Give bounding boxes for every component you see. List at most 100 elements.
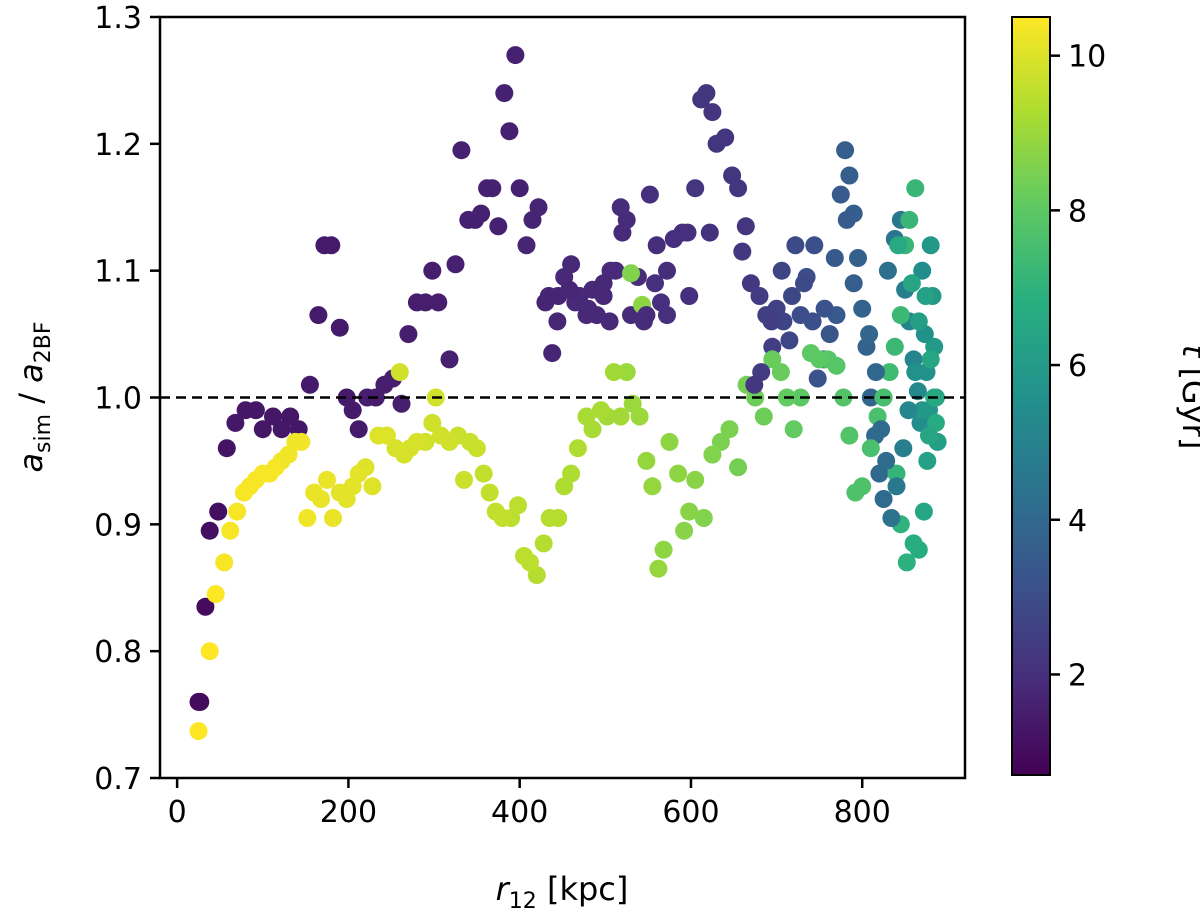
data-point <box>889 236 908 255</box>
data-point <box>880 363 899 382</box>
data-point <box>637 451 656 470</box>
data-point <box>539 287 558 305</box>
data-point <box>369 426 388 445</box>
data-point <box>887 464 906 483</box>
data-point <box>209 502 228 521</box>
data-point <box>720 420 739 439</box>
data-point <box>694 509 713 527</box>
data-point <box>200 521 219 540</box>
data-point <box>646 274 664 293</box>
data-point <box>836 141 855 160</box>
data-point <box>803 312 822 331</box>
data-point <box>423 413 442 432</box>
data-point <box>762 312 781 331</box>
data-point <box>897 553 916 572</box>
data-point <box>191 692 210 711</box>
data-point <box>515 547 533 565</box>
data-point <box>540 509 559 527</box>
data-point <box>801 344 820 363</box>
data-point <box>874 490 893 508</box>
data-point <box>506 46 525 65</box>
y-axis: 0.7 0.8 0.9 1.0 1.1 1.2 1.3 <box>94 1 160 797</box>
data-point <box>562 255 581 274</box>
data-point <box>452 141 471 160</box>
data-point <box>611 407 630 426</box>
data-point <box>234 483 253 502</box>
data-point <box>697 84 716 103</box>
data-point <box>390 363 409 382</box>
y-tick-label: 0.9 <box>94 508 142 543</box>
data-point <box>908 382 927 401</box>
data-point <box>298 509 317 527</box>
colorbar-ticks: 2 4 6 8 10 <box>1050 40 1106 693</box>
data-point <box>486 502 505 521</box>
data-point <box>392 394 411 413</box>
data-point <box>906 179 925 198</box>
x-tick-label: 600 <box>662 795 719 830</box>
data-point <box>899 401 918 420</box>
data-point <box>623 394 642 413</box>
colorbar-tick-label: 10 <box>1068 40 1106 75</box>
data-point <box>733 242 752 261</box>
data-point <box>517 236 536 255</box>
data-point <box>330 318 349 337</box>
data-point <box>840 166 859 185</box>
data-point <box>866 363 885 382</box>
data-point <box>786 236 805 255</box>
data-point <box>483 179 502 198</box>
colorbar-tick-label: 6 <box>1068 349 1087 384</box>
data-point <box>658 306 676 325</box>
data-point <box>902 274 921 293</box>
data-point <box>446 255 465 274</box>
data-point <box>916 287 935 305</box>
data-point <box>196 597 215 616</box>
data-point <box>877 451 896 470</box>
data-point <box>643 477 662 496</box>
data-point <box>272 420 291 439</box>
data-point <box>658 261 676 280</box>
data-point <box>754 407 773 426</box>
data-point <box>560 280 579 299</box>
data-point <box>510 179 529 198</box>
data-point <box>640 185 659 204</box>
y-tick-label: 1.1 <box>94 255 142 290</box>
data-point <box>577 407 596 426</box>
data-point <box>594 287 613 305</box>
colorbar-tick-label: 4 <box>1068 504 1087 539</box>
data-point <box>431 426 450 445</box>
data-point <box>686 179 705 198</box>
data-point <box>678 223 697 242</box>
data-point <box>548 312 567 331</box>
y-axis-label: asim / a2BF <box>12 321 56 472</box>
data-point <box>200 642 219 661</box>
data-point <box>472 204 491 223</box>
data-point <box>555 477 574 496</box>
data-point <box>849 249 867 267</box>
data-point <box>423 261 442 280</box>
data-point <box>246 401 265 420</box>
data-point <box>543 344 562 363</box>
data-point <box>808 369 827 388</box>
x-tick-label: 0 <box>168 795 187 830</box>
data-point <box>872 420 891 439</box>
data-point <box>669 464 688 483</box>
data-point <box>906 363 925 382</box>
data-point <box>825 249 844 267</box>
data-point <box>840 426 859 445</box>
x-tick-label: 400 <box>491 795 548 830</box>
colorbar-tick-label: 8 <box>1068 194 1087 229</box>
data-point <box>700 223 719 242</box>
data-point <box>495 84 514 103</box>
data-point <box>763 337 782 356</box>
data-point <box>594 274 613 293</box>
data-point <box>918 451 937 470</box>
data-point <box>592 401 610 420</box>
data-point <box>831 185 850 204</box>
data-point <box>253 420 272 439</box>
data-point <box>529 198 548 217</box>
data-point <box>729 179 748 198</box>
data-point <box>815 299 834 318</box>
data-point <box>784 420 803 439</box>
data-point <box>853 299 872 318</box>
data-point <box>904 534 923 553</box>
